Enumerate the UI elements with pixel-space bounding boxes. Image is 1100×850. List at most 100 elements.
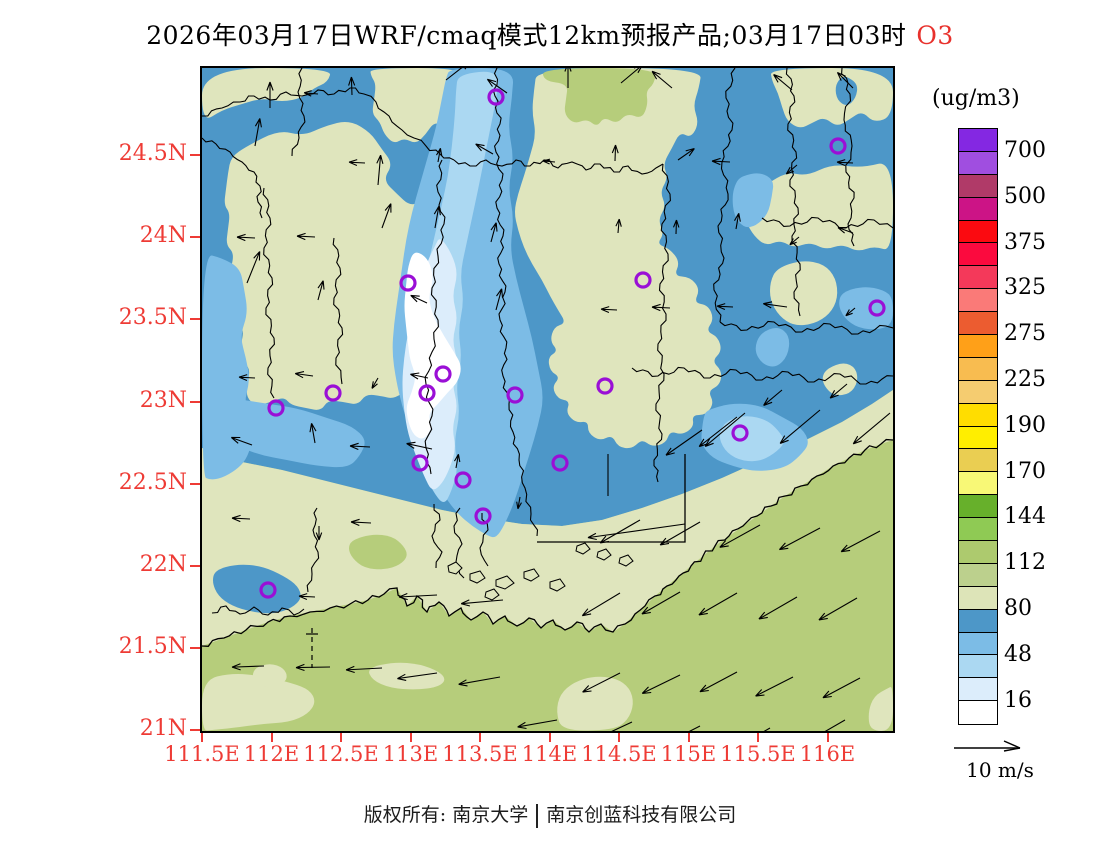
wind-arrow [641, 591, 681, 615]
lat-axis-tick [190, 400, 200, 403]
wind-arrow [836, 71, 854, 89]
legend-color-segment [959, 197, 997, 221]
legend-color-segment [959, 151, 997, 175]
wind-arrow [433, 206, 441, 229]
wind-arrow [716, 303, 734, 311]
wind-arrow [688, 725, 701, 731]
legend-value-label: 275 [1004, 321, 1046, 347]
wind-arrow [677, 147, 695, 161]
wind-arrow [238, 374, 256, 382]
wind-arrow [582, 672, 621, 693]
wind-arrow [371, 377, 379, 389]
wind-arrow [246, 251, 261, 284]
station-marker [634, 271, 652, 289]
station-marker [411, 454, 429, 472]
wind-arrow [698, 416, 738, 448]
lat-axis-label: 21N [139, 716, 187, 742]
legend-color-segment [959, 266, 997, 290]
wind-arrow [641, 674, 681, 694]
wind-arrow [600, 306, 618, 314]
lon-axis-tick [270, 733, 273, 742]
wind-arrow [398, 592, 438, 601]
lon-axis-tick [548, 733, 551, 742]
wind-arrow [659, 521, 701, 546]
wind-arrow [236, 233, 256, 242]
wind-arrow [581, 592, 621, 617]
wind-arrow [490, 222, 498, 243]
lat-axis-label: 23.5N [118, 305, 187, 331]
legend-value-label: 170 [1004, 458, 1046, 484]
legend-unit-label: (ug/m3) [932, 86, 1020, 111]
wind-arrow [445, 68, 467, 81]
title-pollutant: O3 [916, 21, 954, 50]
legend-value-label: 80 [1004, 595, 1032, 621]
station-marker [418, 384, 436, 402]
wind-arrow [381, 203, 392, 229]
wind-arrow [406, 441, 433, 450]
lon-axis-tick [618, 733, 620, 742]
wind-arrow [836, 159, 854, 167]
wind-arrow [611, 721, 633, 731]
wind-arrow [665, 429, 703, 456]
wind-arrow [620, 68, 642, 84]
legend-color-segment [959, 426, 997, 450]
wind-arrow [779, 409, 821, 444]
legend-color-segment [959, 563, 997, 587]
lon-axis-tick [340, 733, 342, 742]
wind-arrow [294, 371, 314, 379]
wind-arrow [672, 219, 680, 235]
wind-arrow [315, 526, 323, 541]
wind-arrow [436, 147, 443, 163]
legend-color-segment [959, 335, 997, 358]
legend-color-segment [959, 472, 997, 496]
wind-arrow [348, 159, 366, 167]
wind-arrow [230, 436, 253, 446]
wind-arrow [773, 74, 793, 91]
wind-arrow [611, 144, 619, 162]
wind-arrow [704, 412, 746, 447]
wind-arrow [734, 212, 741, 230]
lon-axis-tick [826, 733, 829, 742]
wind-arrow [458, 676, 501, 687]
wind-arrow [763, 389, 783, 406]
station-marker [324, 384, 342, 402]
lon-axis-label: 115.5E [720, 742, 796, 766]
station-marker [551, 454, 569, 472]
legend-color-segment [959, 174, 997, 198]
wind-arrow [397, 672, 438, 681]
wind-arrow [789, 236, 800, 246]
wind-arrow [758, 596, 798, 620]
station-marker [399, 274, 417, 292]
lat-axis-label: 23N [139, 387, 187, 413]
wind-arrow [296, 232, 316, 241]
wind-arrow [762, 301, 788, 309]
legend-color-segment [959, 380, 997, 404]
lon-axis-tick [687, 733, 690, 742]
legend-value-label: 500 [1004, 183, 1046, 209]
lat-axis-tick [190, 236, 200, 239]
lon-axis-label: 111.5E [164, 742, 240, 766]
wind-arrow [651, 303, 671, 312]
lat-axis-label: 24N [139, 223, 187, 249]
lat-axis-tick [190, 729, 200, 732]
wind-vector-layer [230, 68, 891, 731]
wind-arrow [231, 514, 251, 523]
legend-value-label: 700 [1004, 137, 1046, 163]
legend-color-segment [959, 289, 997, 313]
station-marker [434, 365, 452, 383]
lon-axis-tick [201, 733, 203, 742]
legend-value-label: 325 [1004, 275, 1046, 301]
wind-arrow [840, 530, 881, 553]
footer-divider-icon [536, 804, 539, 828]
wind-arrow [755, 676, 794, 697]
page-title: 2026年03月17日WRF/cmaq模式12km预报产品;03月17日03时 O… [0, 16, 1100, 52]
station-marker [596, 377, 614, 395]
legend-color-segment [959, 220, 997, 244]
station-marker [868, 299, 886, 317]
legend-color-segment [959, 632, 997, 656]
footer-owner: 版权所有: 南京大学 [363, 804, 529, 826]
lat-axis-label: 24.5N [118, 141, 187, 166]
wind-scale-arrow-icon [954, 740, 1021, 752]
lat-axis-label: 22.5N [118, 469, 187, 495]
wind-arrow [303, 90, 319, 97]
